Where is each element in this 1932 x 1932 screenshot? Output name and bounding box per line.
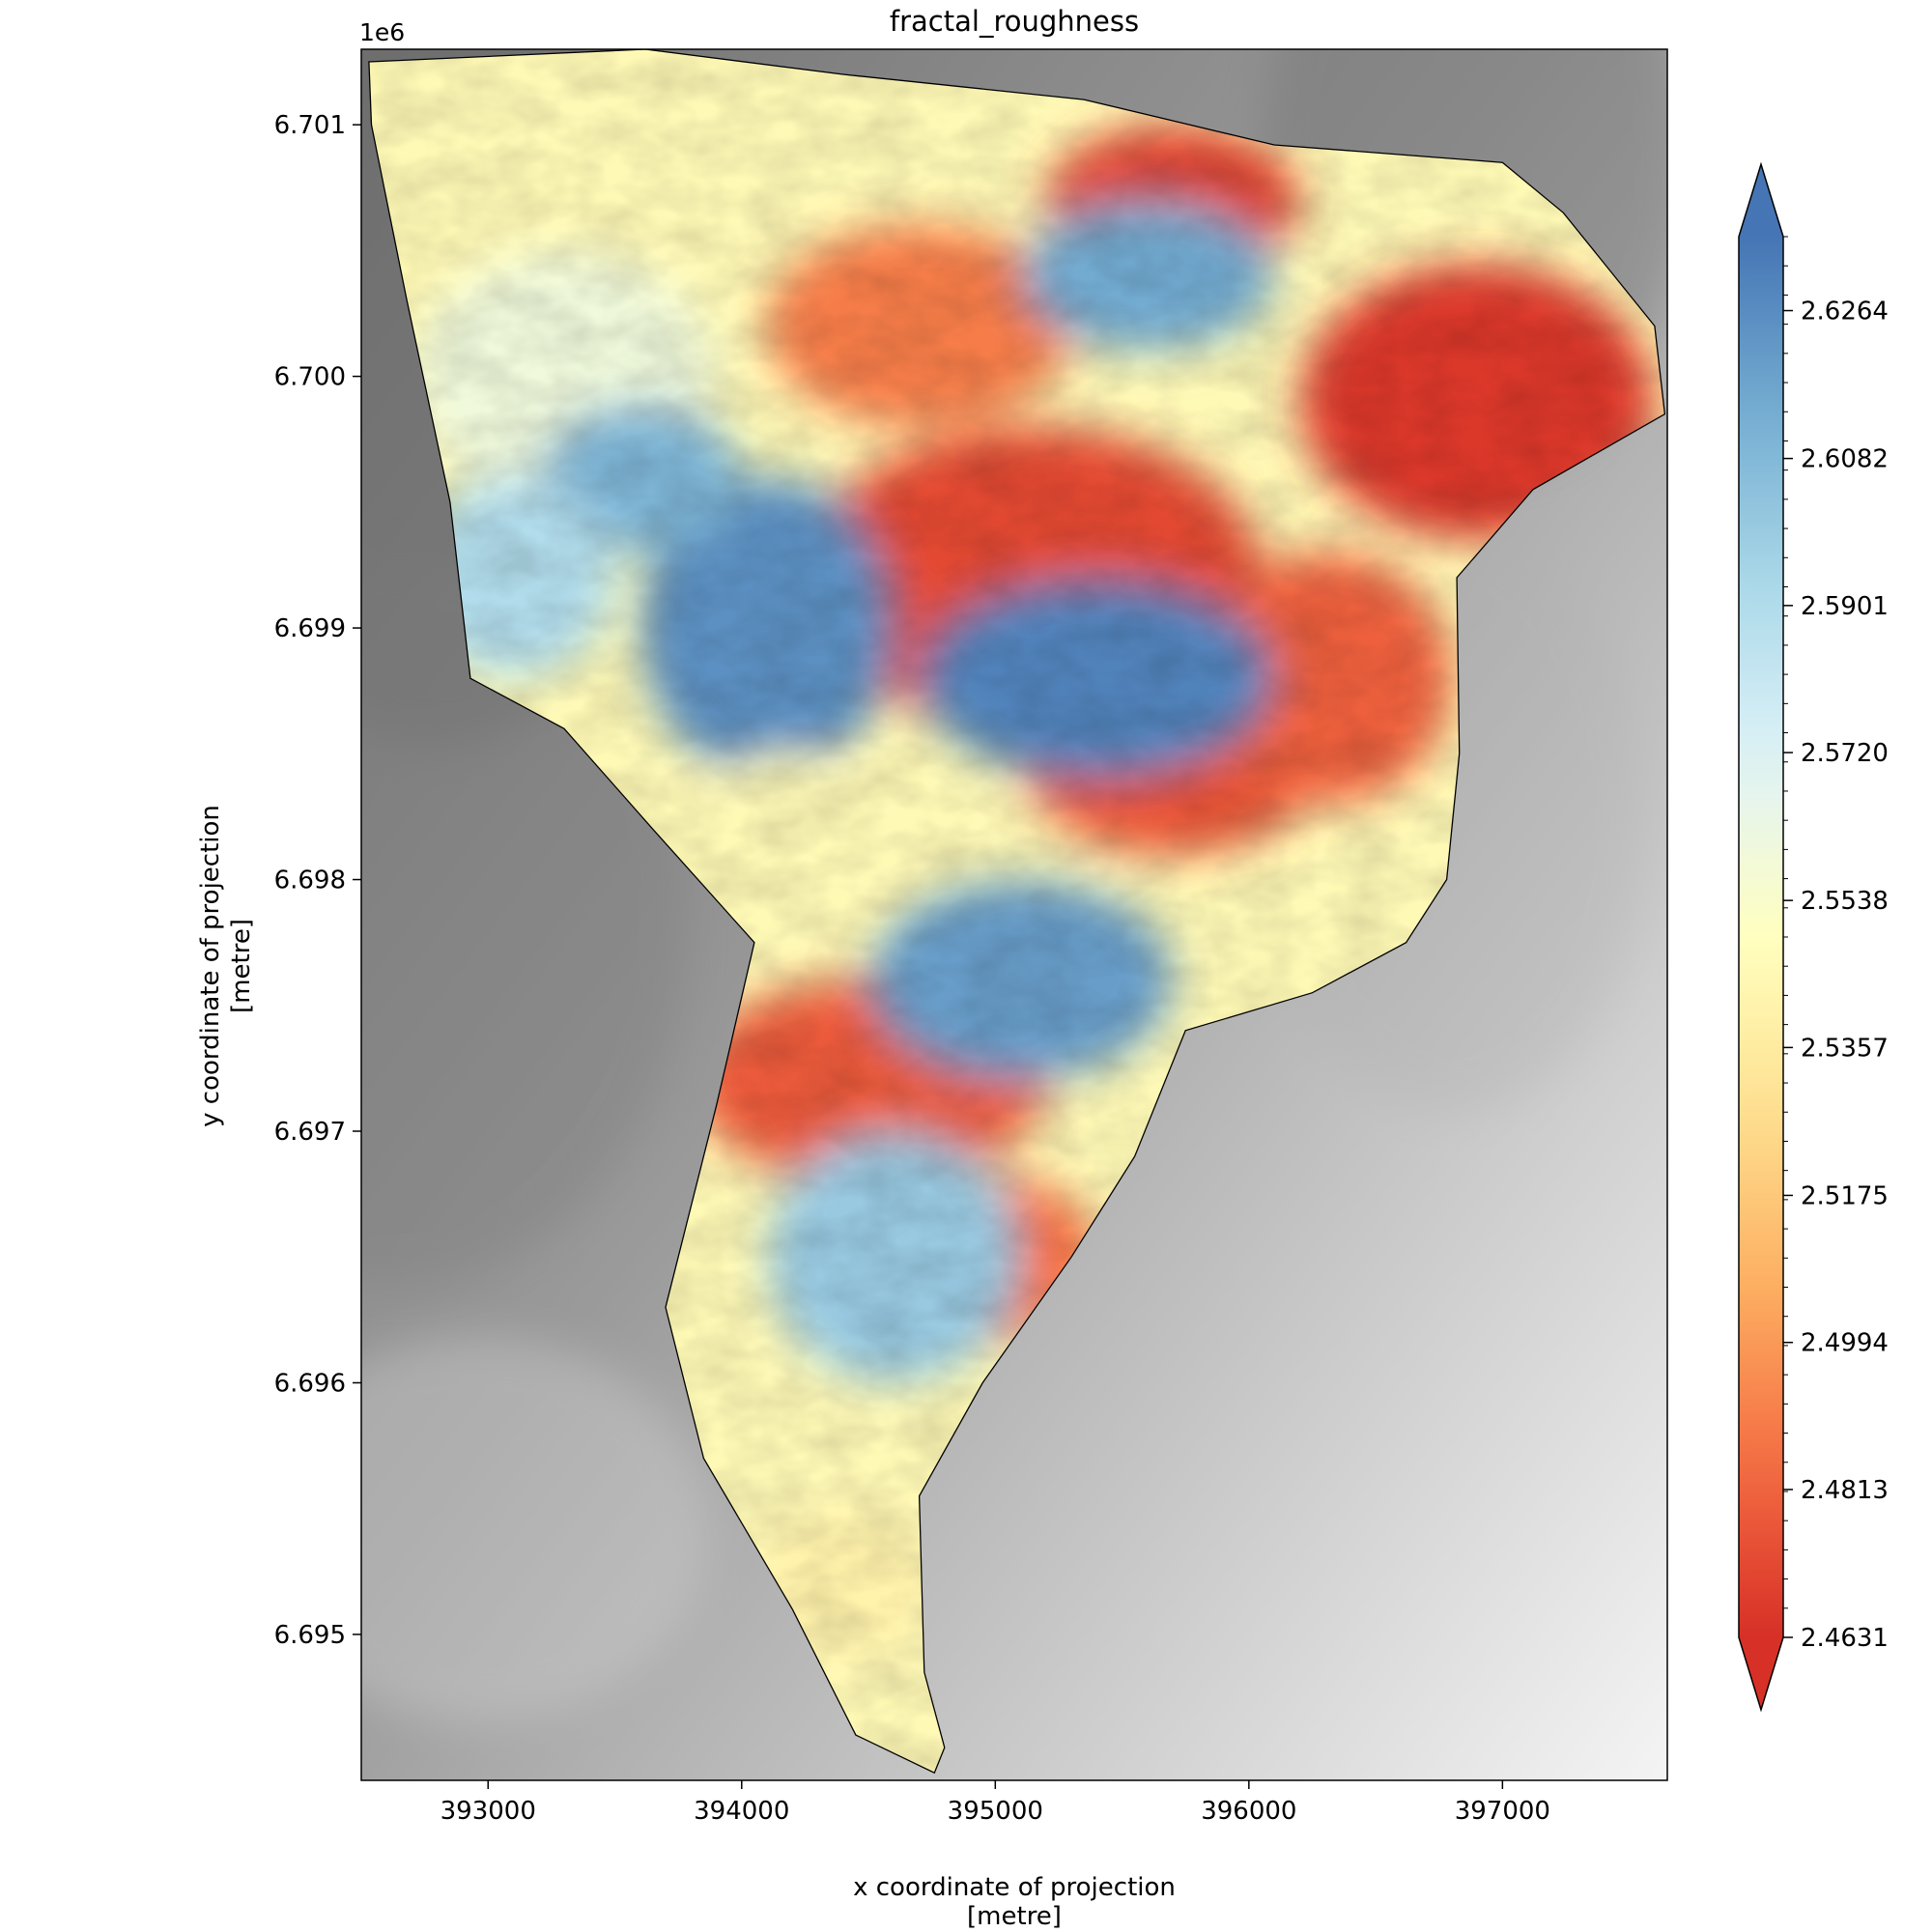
plot-frame xyxy=(360,48,1668,1781)
colorbar-ticks: 2.4631 2.4813 2.4994 2.5175 2.5357 2.5538 2.57… xyxy=(1783,236,1889,1653)
colorbar-tick-label: 2.4994 xyxy=(1801,1329,1889,1358)
y-tick-label: 6.700 xyxy=(274,363,346,392)
colorbar-extend-max xyxy=(1739,164,1783,237)
colorbar-tick-label: 2.5175 xyxy=(1801,1181,1889,1210)
y-tick-label: 6.695 xyxy=(274,1621,346,1650)
y-axis-units: [metre] xyxy=(227,919,256,1013)
x-tick-label: 397000 xyxy=(1455,1797,1550,1826)
x-tick-label: 396000 xyxy=(1201,1797,1296,1826)
colorbar-tick-label: 2.5357 xyxy=(1801,1034,1889,1063)
colorbar-extend-min xyxy=(1739,1637,1783,1710)
x-axis-label: x coordinate of projection xyxy=(853,1873,1176,1902)
colorbar-tick-label: 2.5720 xyxy=(1801,739,1889,768)
x-tick-label: 394000 xyxy=(694,1797,789,1826)
y-axis-label: y coordinate of projection xyxy=(196,805,225,1127)
y-axis-offset-label: 1e6 xyxy=(359,18,405,46)
y-tick-label: 6.698 xyxy=(274,867,346,895)
glacier-outline xyxy=(368,49,1666,1775)
x-axis-units: [metre] xyxy=(967,1902,1062,1931)
x-tick-label: 395000 xyxy=(948,1797,1043,1826)
plot-area xyxy=(361,49,1667,1780)
y-tick-label: 6.696 xyxy=(274,1369,346,1398)
colorbar-tick-label: 2.5538 xyxy=(1801,887,1889,916)
colorbar: 2.4631 2.4813 2.4994 2.5175 2.5357 2.5538 2.57… xyxy=(1738,161,1889,1713)
basemap-shade-4 xyxy=(361,1336,709,1722)
y-tick-label: 6.699 xyxy=(274,614,346,643)
y-tick-label: 6.697 xyxy=(274,1118,346,1147)
x-axis: 393000 394000 395000 396000 397000 xyxy=(440,1780,1550,1826)
y-axis: 6.695 6.696 6.697 6.698 6.699 6.700 6.701 xyxy=(274,111,361,1650)
colorbar-gradient xyxy=(1739,237,1783,1637)
colorbar-tick-label: 2.4813 xyxy=(1801,1476,1889,1505)
y-tick-label: 6.701 xyxy=(274,111,346,140)
chart-title: fractal_roughness xyxy=(890,5,1139,38)
x-tick-label: 393000 xyxy=(440,1797,536,1826)
colorbar-tick-label: 2.6264 xyxy=(1801,298,1889,327)
colorbar-tick-label: 2.4631 xyxy=(1801,1624,1889,1653)
colorbar-tick-label: 2.6082 xyxy=(1801,445,1889,474)
colorbar-tick-label: 2.5901 xyxy=(1801,592,1889,621)
